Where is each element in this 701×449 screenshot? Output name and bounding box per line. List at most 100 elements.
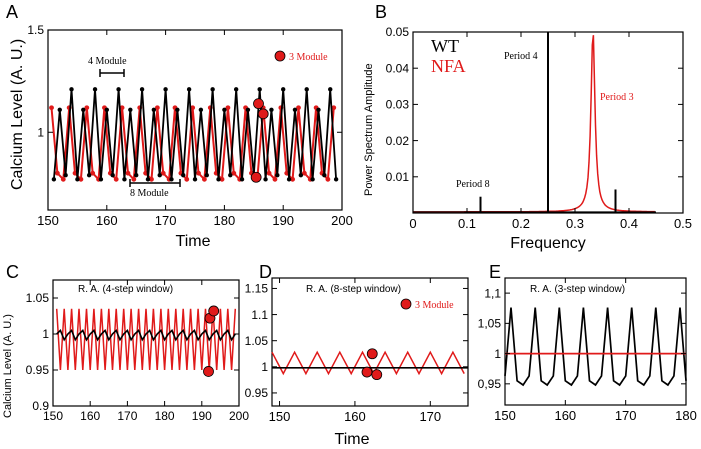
panel-b-legend-wt: WT (431, 36, 459, 56)
panel-b-xtick-label: 0.3 (566, 216, 584, 231)
panel-a-black-point (128, 107, 133, 112)
panel-b-ytick-label: 0.02 (386, 134, 410, 148)
panel-d-marker (361, 366, 373, 378)
panel-d-letter: D (259, 262, 272, 282)
panel-c-ytick-label: 0.9 (32, 399, 49, 413)
panel-a-frame (47, 29, 343, 211)
panel-a-xtick-label: 190 (272, 213, 294, 228)
panel-a-black-point (269, 107, 274, 112)
panel-a-xtick-label: 150 (37, 213, 59, 228)
panel-a-black-point (81, 107, 86, 112)
panel-a-black-point (304, 87, 309, 92)
panel-c-marker (208, 305, 220, 317)
panel-a-black-point (257, 87, 262, 92)
panel-a-black-point (122, 177, 127, 182)
panel-a-black-point (204, 173, 209, 178)
panel-a-red-point (55, 170, 60, 176)
panel-d-xtick-label: 150 (269, 409, 291, 424)
panel-a-red-point (60, 176, 66, 182)
panel-a-black-point (233, 87, 239, 92)
panel-b-xtick-label: 0.5 (674, 216, 692, 231)
panel-a-black-point (281, 87, 286, 92)
panel-a-annotation-4module: 4 Module (88, 56, 127, 67)
panel-d-xtick-label: 160 (344, 409, 366, 424)
panel-a-black-point (98, 177, 104, 182)
panel-d-title: R. A. (8-step window) (306, 284, 401, 295)
panel-c: C 150 160 170 180 190 200 0.9 0.95 1 1.05 R. A. (… (2, 262, 249, 423)
panel-a-red-point (296, 105, 301, 111)
panel-b-ytick-label: 0.03 (386, 98, 410, 112)
panel-a-red-point (78, 176, 84, 182)
panel-a-legend-marker (274, 50, 286, 62)
panel-a-red-point (266, 170, 272, 176)
panel-a-ytick-label: 1.5 (27, 23, 44, 37)
panel-a-xtick-label: 200 (331, 213, 353, 228)
panel-a-red-point (325, 176, 331, 182)
panel-b-annotation-period4: Period 4 (504, 51, 538, 62)
panel-c-black-series (56, 328, 236, 342)
panel-a-black-point (63, 173, 68, 178)
panel-c-letter: C (6, 262, 19, 282)
panel-a-black-point (151, 107, 157, 112)
panel-c-ytick-label: 0.95 (26, 363, 50, 377)
panel-a-annotation-8module: 8 Module (130, 188, 169, 199)
panel-e-black-series (504, 307, 687, 387)
panel-a-black-point (186, 87, 192, 92)
panel-b-ylabel: Power Spectrum Amplitude (363, 63, 375, 196)
panel-a-red-point (231, 170, 237, 176)
panel-c-title: R. A. (4-step window) (78, 284, 173, 295)
panel-a-black-point (316, 107, 321, 112)
panel-c-frame (52, 279, 240, 407)
panel-a-red-point (184, 176, 190, 182)
panel-a-black-point (228, 173, 233, 178)
panel-a-black-point (263, 177, 268, 182)
panel-e-xtick-label: 180 (675, 408, 697, 423)
panel-e-frame (504, 277, 687, 406)
panel-a-black-point (104, 107, 110, 112)
panel-a-3module-marker (257, 108, 269, 120)
panel-a-red-point (113, 176, 119, 182)
panel-d-ytick-label: 1.05 (245, 334, 269, 348)
panel-a-black-point (175, 107, 180, 112)
panel-a-red-point (154, 105, 160, 111)
panel-b-annotation-period8: Period 8 (456, 179, 490, 190)
panel-a-xtick-label: 180 (214, 213, 236, 228)
panel-a-red-point (119, 105, 125, 111)
panel-c-xtick-label: 170 (117, 409, 137, 423)
panel-a-legend-label: 3 Module (289, 52, 328, 63)
panel-a-black-point (86, 173, 92, 178)
panel-b-ytick-label: 0.05 (386, 25, 410, 39)
panel-c-ylabel: Calcium Level (A. U.) (2, 314, 14, 418)
panel-d-ytick-label: 1 (261, 360, 268, 374)
panel-a-letter: A (6, 2, 18, 22)
panel-c-xtick-label: 160 (80, 409, 100, 423)
panel-a-black-point (163, 87, 168, 92)
panel-a-black-point (134, 173, 139, 178)
panel-b-ytick-label: 0.01 (386, 170, 410, 184)
panel-a-red-point (331, 105, 337, 111)
panel-a-black-point (245, 107, 251, 112)
panel-b-xtick-label: 0.1 (458, 216, 476, 231)
panel-a-black-point (210, 87, 215, 92)
panel-a-black-point (116, 87, 121, 92)
panel-c-xtick-label: 190 (192, 409, 212, 423)
panel-a-xlabel: Time (176, 233, 211, 250)
panel-e-xtick-label: 150 (494, 408, 516, 423)
panel-d-xtick-label: 170 (419, 409, 441, 424)
panel-a-black-point (198, 107, 204, 112)
panel-b-annotation-period3: Period 3 (600, 92, 634, 103)
panel-a-ylabel: Calcium Level (A. U.) (9, 39, 26, 190)
panel-b-ytick-label: 0.04 (386, 61, 410, 75)
panel-a-black-point (92, 87, 98, 92)
panel-d-ytick-label: 0.95 (245, 386, 269, 400)
panel-a-black-point (69, 87, 74, 92)
panel-a-red-point (190, 105, 196, 111)
panel-a-bracket-8module (129, 179, 181, 187)
panel-a-3module-marker (250, 171, 262, 183)
panel-a-black-point (222, 107, 227, 112)
panel-b-letter: B (375, 2, 387, 22)
panel-c-xtick-label: 200 (229, 409, 249, 423)
panel-e-xtick-label: 160 (554, 408, 576, 423)
panel-a-black-point (333, 177, 339, 182)
panel-e-letter: E (489, 262, 501, 282)
